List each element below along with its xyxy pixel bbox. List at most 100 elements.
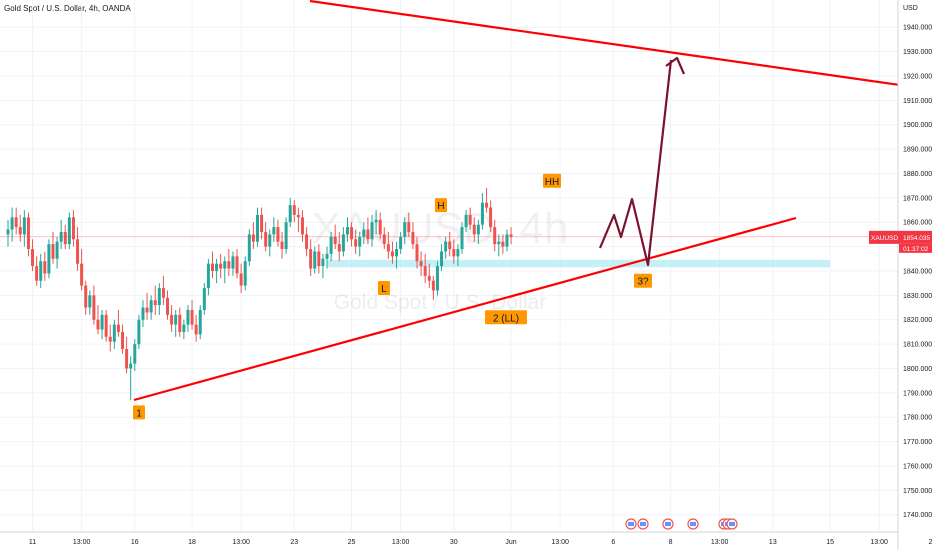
price-tag-price: 1854.035 (903, 235, 930, 242)
candle-body (231, 256, 235, 269)
candle-body (112, 324, 116, 342)
candle-body (235, 256, 239, 274)
y-tick-label: 1940.000 (903, 25, 932, 32)
candle-body (251, 234, 255, 242)
candle-body (10, 217, 14, 230)
candle-body (378, 219, 382, 235)
candle-body (325, 253, 329, 259)
support-zone (327, 259, 831, 268)
candle-body (88, 295, 92, 308)
candle-body (444, 241, 448, 252)
candle-body (202, 288, 206, 310)
wave-label: 1 (136, 408, 142, 419)
candle-body (366, 229, 370, 240)
candle-body (174, 314, 178, 325)
candle-body (215, 263, 219, 271)
candle-body (31, 249, 35, 267)
candle-body (18, 227, 22, 235)
candle-body (460, 227, 464, 250)
candle-body (333, 236, 337, 245)
y-tick-label: 1770.000 (903, 439, 932, 446)
x-tick-label: 23 (290, 539, 298, 546)
candle-body (276, 227, 280, 242)
x-tick-label: 25 (348, 539, 356, 546)
x-tick-label: 13:00 (73, 539, 91, 546)
candle-body (472, 224, 476, 235)
candle-body (178, 314, 182, 332)
y-tick-label: 1750.000 (903, 488, 932, 495)
event-flag-icon (637, 518, 649, 530)
y-tick-label: 1930.000 (903, 49, 932, 56)
wave-label-box (485, 310, 527, 325)
candle-body (329, 236, 333, 254)
candle-body (480, 202, 484, 225)
candle-body (386, 244, 390, 252)
candle-body (390, 251, 394, 257)
candle-body (448, 241, 452, 250)
candle-body (337, 244, 341, 252)
candle-body (456, 249, 460, 257)
y-tick-label: 1820.000 (903, 317, 932, 324)
candle-body (223, 261, 227, 269)
candle-body (509, 234, 513, 237)
x-tick-label: 11 (29, 539, 36, 546)
candle-body (227, 261, 231, 269)
candle-body (395, 249, 399, 257)
projection-arrowhead (665, 56, 686, 75)
candle-body (133, 344, 137, 364)
x-tick-label: 15 (826, 539, 834, 546)
candle-body (354, 239, 358, 247)
event-flag-body (628, 522, 634, 526)
watermark: XAUUSD, 4h Gold Spot / U.S. Dollar (312, 204, 569, 314)
watermark-name: Gold Spot / U.S. Dollar (334, 291, 546, 314)
event-flag-icon (662, 518, 674, 530)
candles (0, 188, 898, 401)
candle-body (415, 244, 419, 262)
y-tick-label: 1860.000 (903, 220, 932, 227)
price-tag-countdown: 01:37:02 (903, 246, 929, 253)
candle-body (121, 331, 125, 349)
candle-body (350, 227, 354, 240)
candle-body (399, 236, 403, 250)
candle-body (296, 214, 300, 218)
x-tick-label: 13 (769, 539, 777, 546)
candle-body (190, 309, 194, 325)
candle-body (14, 217, 18, 228)
candle-body (170, 314, 174, 325)
y-tick-label: 1830.000 (903, 293, 932, 300)
candle-body (370, 222, 374, 240)
event-flag-icon (625, 518, 637, 530)
candle-body (476, 224, 480, 235)
x-tick-label: 13:00 (870, 539, 888, 546)
candle-body (313, 251, 317, 269)
candle-body (80, 263, 84, 286)
candle-body (6, 229, 10, 235)
candle-body (423, 266, 427, 276)
candle-body (182, 324, 186, 332)
x-tick-label: 13:00 (551, 539, 569, 546)
candle-body (419, 261, 423, 267)
candle-body (125, 348, 129, 369)
candle-body (288, 205, 292, 223)
candle-body (47, 244, 51, 274)
wave-label: 3? (637, 277, 649, 288)
candle-body (76, 239, 80, 264)
y-tick-label: 1780.000 (903, 415, 932, 422)
candle-body (403, 222, 407, 237)
candle-body (141, 307, 145, 320)
candle-body (452, 249, 456, 257)
upper-trendline (309, 0, 929, 91)
price-tag-box (869, 230, 932, 244)
candle-body (166, 297, 170, 315)
x-tick-label: 13:00 (232, 539, 250, 546)
candle-body (427, 275, 431, 281)
candle-body (219, 263, 223, 269)
countdown-box (899, 243, 932, 253)
candle-body (255, 214, 259, 242)
y-tick-label: 1800.000 (903, 366, 932, 373)
candle-body (501, 241, 505, 247)
candle-body (153, 300, 157, 306)
candle-body (435, 266, 439, 291)
